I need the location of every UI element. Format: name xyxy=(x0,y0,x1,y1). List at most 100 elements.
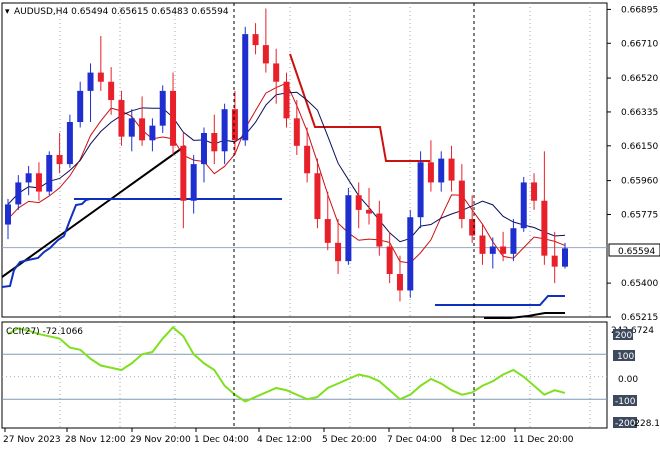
candle-bear xyxy=(386,246,393,274)
candle-bull xyxy=(438,158,445,183)
price-tick-label: 0.66335 xyxy=(621,108,658,118)
cci-minus-100-box xyxy=(613,395,637,406)
price-tick-label: 0.66520 xyxy=(621,74,658,84)
cci-200-label: 200 xyxy=(615,331,632,341)
cci-200-box xyxy=(613,329,633,340)
candle-bear xyxy=(551,255,558,267)
time-tick-label: 11 Dec 20:00 xyxy=(513,435,574,445)
candle-bear xyxy=(314,173,321,220)
candle-bear xyxy=(304,145,311,174)
candle-bear xyxy=(500,246,507,254)
supertrend-blue-left xyxy=(1,198,100,288)
candle-bull xyxy=(15,182,22,205)
candle-bull xyxy=(489,246,496,254)
candle-bull xyxy=(510,228,517,254)
candle-bull xyxy=(520,182,527,229)
cci-grid xyxy=(2,322,607,428)
candle-bear xyxy=(469,219,476,236)
candle-bear xyxy=(252,34,259,46)
candle-bear xyxy=(541,200,548,256)
candle-bear xyxy=(335,242,342,262)
candle-bull xyxy=(87,72,94,91)
current-price-box xyxy=(608,243,660,257)
candle-bear xyxy=(108,81,115,101)
cci-header: CCI(27) -72.1066 xyxy=(6,327,83,337)
candle-bear xyxy=(262,45,269,64)
candle-bear xyxy=(283,81,290,119)
candle-bear xyxy=(293,118,300,146)
candle-bull xyxy=(66,122,73,165)
candle-bear xyxy=(458,180,465,220)
candle-bear xyxy=(427,162,434,183)
time-axis: 27 Nov 2023 28 Nov 12:00 29 Nov 20:00 1 Dec… xyxy=(3,428,574,445)
cci-minus-200-box xyxy=(613,417,637,428)
candle-bull xyxy=(128,118,135,137)
candle-bear xyxy=(448,158,455,181)
supertrend-black-right xyxy=(484,312,565,319)
time-tick-label: 28 Nov 12:00 xyxy=(65,435,126,445)
candle-bull xyxy=(562,248,568,267)
cci-min-label: -228.1103 xyxy=(631,419,660,429)
price-tick-label: 0.66150 xyxy=(621,142,658,152)
candle-bull xyxy=(242,34,249,141)
candle-bear xyxy=(366,209,373,214)
candle-bull xyxy=(417,162,424,218)
cci-line xyxy=(7,325,566,403)
candle-bear xyxy=(376,213,383,247)
cci-panel-frame xyxy=(1,321,608,429)
time-tick-label: 29 Nov 20:00 xyxy=(130,435,191,445)
price-tick-label: 0.65775 xyxy=(621,210,658,220)
candle-bull xyxy=(190,164,197,201)
candle-series[interactable] xyxy=(5,8,568,302)
cci-zero-label: 0.00 xyxy=(618,375,638,385)
time-tick-label: 7 Dec 04:00 xyxy=(387,435,442,445)
candle-bull xyxy=(5,204,11,225)
candle-bull xyxy=(25,173,32,183)
candle-bull xyxy=(77,90,84,123)
price-axis: 0.66895 0.66710 0.66520 0.66335 0.66150 0.659… xyxy=(607,5,658,323)
candle-bear xyxy=(324,219,331,243)
candle-bull xyxy=(46,154,53,192)
cci-minus-200-label: -200 xyxy=(615,419,636,429)
candle-bear xyxy=(231,109,238,141)
candle-bear xyxy=(479,235,486,254)
candle-bear xyxy=(97,72,104,82)
candle-bear xyxy=(139,118,146,141)
price-tick-label: 0.66710 xyxy=(621,39,658,49)
candle-bear xyxy=(170,90,177,146)
candle-bull xyxy=(149,125,156,141)
candle-bear xyxy=(531,182,538,201)
candle-bear xyxy=(180,145,187,201)
cci-minus-100-label: -100 xyxy=(615,397,636,407)
candle-bear xyxy=(35,173,42,192)
candle-bull xyxy=(221,109,228,152)
trend-line[interactable] xyxy=(1,145,186,278)
candle-bull xyxy=(159,90,166,126)
price-tick-label: 0.65215 xyxy=(621,313,658,323)
candle-bear xyxy=(355,195,362,210)
candle-bear xyxy=(211,132,218,152)
time-tick-label: 1 Dec 04:00 xyxy=(194,435,249,445)
time-tick-label: 27 Nov 2023 xyxy=(3,435,61,445)
time-tick-label: 8 Dec 12:00 xyxy=(451,435,506,445)
time-tick-label: 4 Dec 12:00 xyxy=(257,435,312,445)
cci-axis: 243.6724 200 100 0.00 -100 -200 -228.110… xyxy=(611,326,660,429)
candle-bear xyxy=(56,154,63,165)
candle-bear xyxy=(396,273,403,291)
price-tick-label: 0.65400 xyxy=(621,279,658,289)
price-tick-label: 0.66895 xyxy=(621,5,658,15)
symbol-arrow-icon: ▾ xyxy=(5,7,10,17)
candle-bull xyxy=(200,132,207,165)
supertrend-blue-right xyxy=(435,295,565,306)
candle-bull xyxy=(407,217,414,291)
cci-100-box xyxy=(613,350,635,361)
candle-bear xyxy=(273,63,280,82)
chart-header: AUDUSD,H4 0.65494 0.65615 0.65483 0.6559… xyxy=(14,7,229,17)
supertrend-red-step xyxy=(289,53,430,162)
time-tick-label: 5 Dec 20:00 xyxy=(322,435,377,445)
cci-100-label: 100 xyxy=(617,352,634,362)
candle-bear xyxy=(118,100,125,137)
candle-bull xyxy=(345,195,352,262)
price-tick-label: 0.65960 xyxy=(621,177,658,187)
